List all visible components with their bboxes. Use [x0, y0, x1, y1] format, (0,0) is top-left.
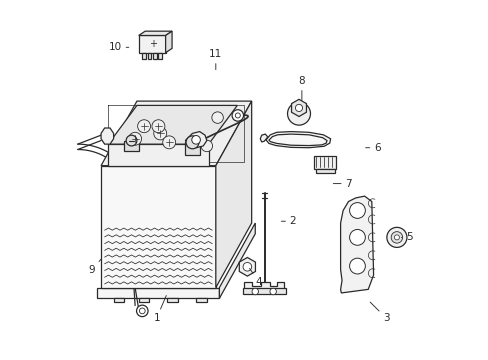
Polygon shape — [165, 31, 172, 53]
Polygon shape — [242, 288, 285, 294]
Circle shape — [153, 127, 166, 140]
Polygon shape — [219, 223, 255, 298]
Polygon shape — [101, 166, 215, 288]
Circle shape — [232, 110, 243, 121]
Text: 10: 10 — [109, 42, 128, 52]
Polygon shape — [139, 36, 165, 53]
Text: 6: 6 — [365, 143, 380, 153]
Text: 7: 7 — [333, 179, 351, 189]
Text: 3: 3 — [369, 302, 388, 323]
Circle shape — [211, 112, 223, 123]
Circle shape — [128, 132, 142, 145]
Polygon shape — [184, 142, 200, 155]
Polygon shape — [265, 132, 330, 148]
Circle shape — [386, 227, 406, 247]
Polygon shape — [101, 101, 251, 166]
Text: 2: 2 — [281, 216, 296, 226]
Text: 9: 9 — [89, 259, 101, 275]
Polygon shape — [185, 132, 206, 148]
Polygon shape — [101, 128, 113, 144]
Polygon shape — [260, 134, 267, 142]
Polygon shape — [268, 134, 326, 145]
Polygon shape — [239, 257, 255, 276]
Polygon shape — [139, 298, 149, 302]
Polygon shape — [291, 99, 306, 117]
Text: +: + — [149, 39, 157, 49]
Circle shape — [287, 102, 310, 125]
Circle shape — [394, 235, 399, 240]
Polygon shape — [313, 156, 336, 169]
Circle shape — [139, 308, 145, 314]
Circle shape — [235, 113, 240, 118]
Polygon shape — [139, 31, 172, 36]
Circle shape — [243, 262, 251, 271]
Text: 11: 11 — [209, 49, 222, 69]
Circle shape — [137, 120, 150, 133]
Text: 5: 5 — [401, 232, 412, 242]
Polygon shape — [147, 53, 151, 59]
Polygon shape — [108, 105, 237, 144]
Polygon shape — [124, 140, 139, 151]
Polygon shape — [196, 298, 206, 302]
Polygon shape — [340, 196, 373, 293]
Circle shape — [349, 229, 365, 245]
Circle shape — [185, 136, 199, 149]
Polygon shape — [153, 53, 156, 59]
Polygon shape — [108, 144, 208, 166]
Circle shape — [349, 203, 365, 219]
Text: 8: 8 — [298, 76, 305, 100]
Polygon shape — [113, 298, 124, 302]
Circle shape — [191, 135, 200, 144]
Text: 1: 1 — [153, 296, 166, 323]
Circle shape — [126, 135, 137, 146]
Circle shape — [390, 231, 402, 243]
Circle shape — [152, 120, 164, 133]
Circle shape — [251, 288, 258, 295]
Text: 4: 4 — [249, 268, 262, 287]
Circle shape — [269, 288, 276, 295]
Circle shape — [201, 140, 212, 152]
Circle shape — [295, 104, 302, 112]
Polygon shape — [158, 53, 162, 59]
Polygon shape — [167, 298, 178, 302]
Circle shape — [136, 305, 148, 317]
Polygon shape — [142, 53, 145, 59]
Circle shape — [163, 136, 175, 149]
Polygon shape — [97, 288, 219, 298]
Circle shape — [349, 258, 365, 274]
Polygon shape — [315, 169, 334, 173]
Polygon shape — [215, 101, 251, 288]
Polygon shape — [244, 282, 284, 289]
